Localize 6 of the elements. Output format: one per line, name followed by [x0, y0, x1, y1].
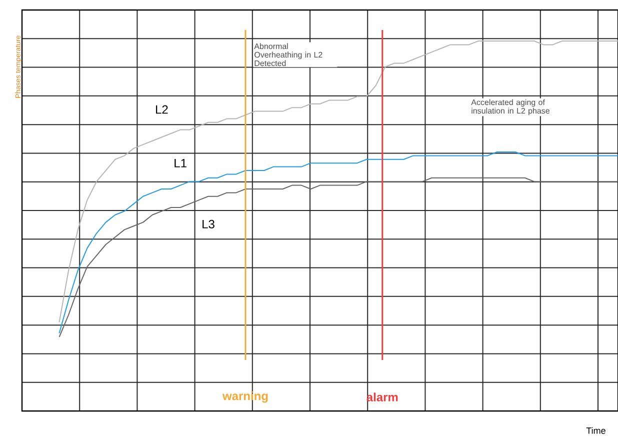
annotation: Accelerated aging of insulation in L2 phase: [471, 99, 550, 116]
series-label: L1: [174, 158, 186, 168]
series-label: L2: [156, 105, 168, 114]
series-label: L3: [202, 220, 214, 228]
x-axis-title: Time: [586, 427, 606, 434]
annotation: Abnormal Overheathing in L2 Detected: [254, 43, 322, 66]
